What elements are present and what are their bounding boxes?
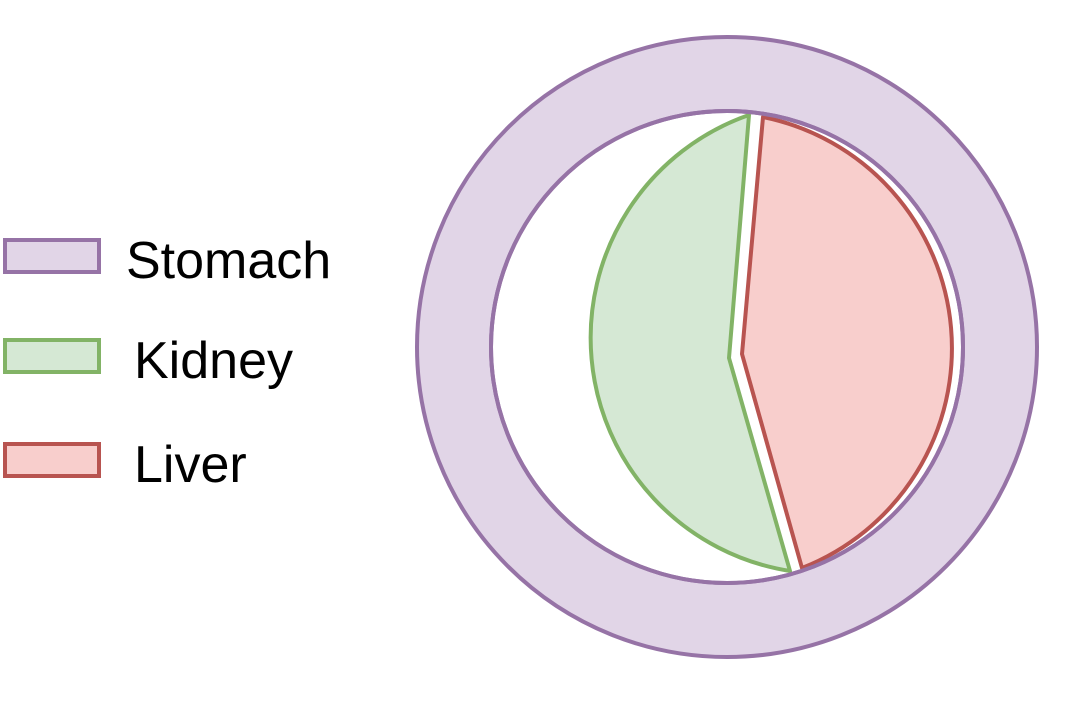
legend-label-liver: Liver: [134, 436, 247, 494]
legend-label-stomach: Stomach: [126, 232, 332, 290]
liver-region: [740, 115, 954, 570]
legend-swatch-kidney: [3, 338, 101, 374]
legend-item-kidney: Kidney: [3, 335, 373, 387]
legend-item-stomach: Stomach: [3, 235, 373, 287]
inner-circle-outline: [489, 109, 965, 585]
legend-label-kidney: Kidney: [134, 332, 293, 390]
kidney-region: [588, 113, 792, 573]
legend-item-liver: Liver: [3, 437, 373, 491]
legend-swatch-liver: [3, 442, 101, 478]
legend-swatch-stomach: [3, 238, 101, 274]
